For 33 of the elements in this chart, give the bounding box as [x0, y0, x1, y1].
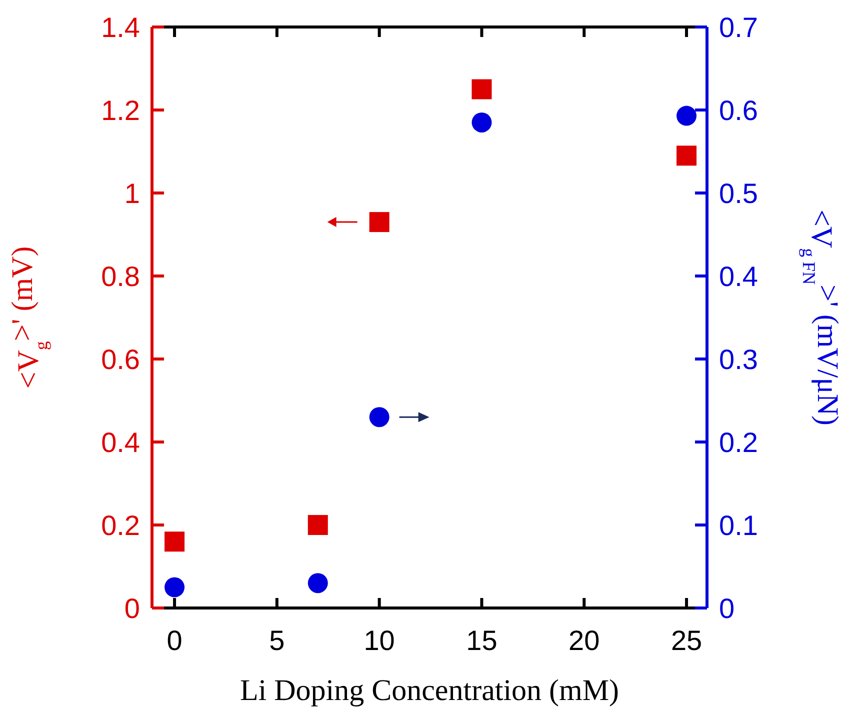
point: [164, 577, 185, 598]
point: [164, 532, 185, 552]
y2-tick-label: 0.1: [719, 510, 758, 541]
y2-tick-label: 0: [719, 593, 735, 624]
point: [676, 146, 697, 166]
x-tick-label: 15: [466, 625, 498, 656]
y-tick-label: 0.2: [101, 510, 140, 541]
y-tick-label: 0.8: [101, 261, 140, 292]
y-tick-label: 1.2: [101, 95, 140, 126]
y2-tick-label: 0.4: [719, 261, 758, 292]
x-tick-label: 5: [269, 625, 285, 656]
y2-tick-label: 0.2: [719, 427, 758, 458]
x-tick-label: 20: [568, 625, 600, 656]
point: [472, 112, 492, 132]
y-tick-label: 0.4: [101, 427, 140, 458]
x-tick-label: 25: [670, 625, 702, 656]
y-tick-label: 1.4: [101, 12, 140, 43]
y-tick-label: 1: [124, 178, 140, 209]
point: [676, 106, 697, 126]
x-tick-label: 10: [364, 625, 395, 656]
point: [369, 407, 390, 428]
point: [472, 79, 492, 100]
y2-tick-label: 0.5: [719, 178, 758, 209]
point: [308, 573, 328, 594]
y-tick-label: 0.6: [101, 344, 140, 375]
y2-tick-label: 0.6: [719, 95, 758, 126]
point: [308, 515, 328, 535]
y2-tick-label: 0.3: [719, 344, 758, 375]
y2-tick-label: 0.7: [719, 12, 758, 43]
point: [369, 212, 390, 232]
y-tick-label: 0: [124, 593, 140, 624]
x-axis-title: Li Doping Concentration (mM): [240, 674, 620, 707]
x-tick-label: 0: [166, 625, 182, 656]
